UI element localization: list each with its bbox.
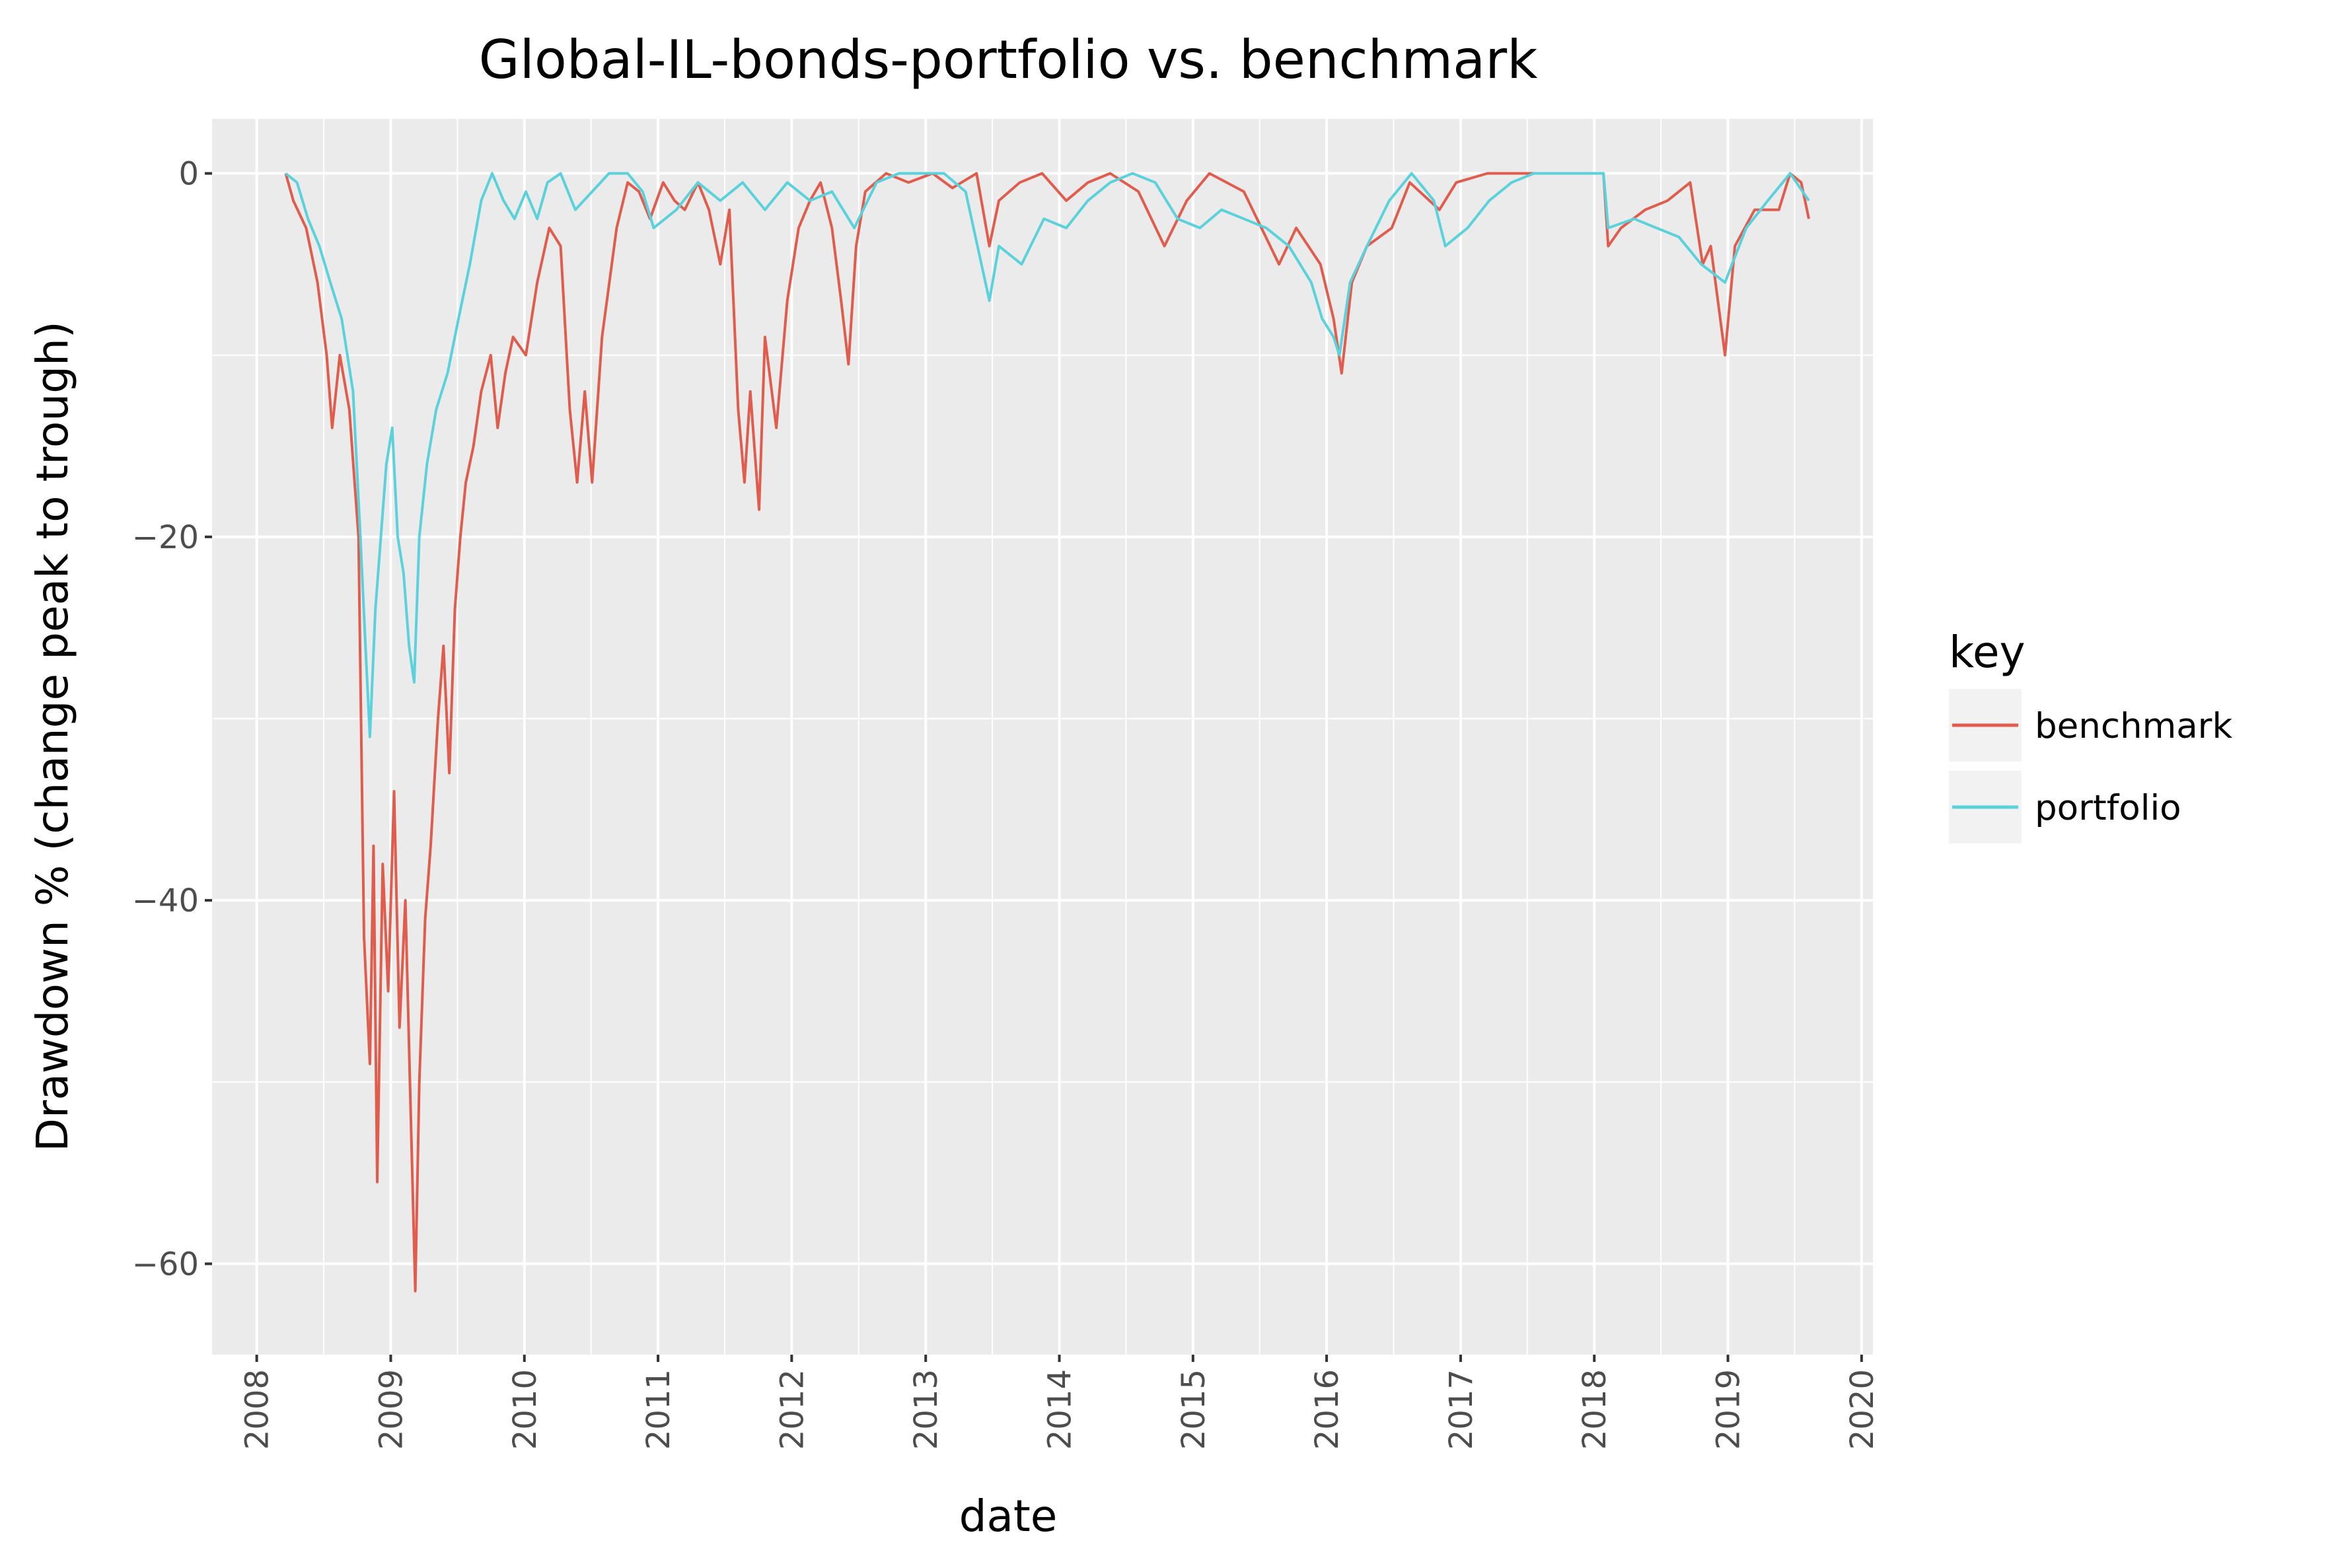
x-tick-label: 2008 [239,1369,276,1450]
x-axis-title: date [959,1491,1058,1542]
x-axis: 2008 2009 2010 2011 2012 2013 2014 2015 2016 2017… [239,1355,1881,1450]
y-tick-label: 0 [178,156,199,193]
x-tick-label: 2014 [1041,1369,1078,1450]
x-tick-label: 2011 [640,1369,677,1450]
x-tick-label: 2015 [1175,1369,1212,1450]
legend: key benchmark portfolio [1949,627,2232,843]
series-line-benchmark [284,172,1810,1293]
y-axis: 0 −20 −40 −60 [132,156,212,1283]
x-tick-label: 2009 [373,1369,410,1450]
legend-label-portfolio: portfolio [2035,788,2181,828]
x-tick-label: 2010 [507,1369,544,1450]
legend-label-benchmark: benchmark [2035,706,2232,746]
x-tick-label: 2017 [1443,1369,1480,1450]
y-axis-title: Drawdown % (change peak to trough) [27,321,78,1151]
chart-title: Global-IL-bonds-portfolio vs. benchmark [479,29,1538,90]
x-tick-label: 2019 [1710,1369,1747,1450]
x-tick-label: 2020 [1844,1369,1881,1450]
x-tick-label: 2016 [1309,1369,1346,1450]
series-line-portfolio [285,172,1810,738]
legend-title: key [1949,627,2026,678]
x-tick-label: 2013 [908,1369,945,1450]
plot-panel [212,119,1873,1355]
series-layer [284,172,1810,1293]
y-tick-label: −60 [132,1246,199,1283]
y-tick-label: −40 [132,882,199,919]
y-tick-label: −20 [132,519,199,556]
x-tick-label: 2012 [774,1369,811,1450]
x-tick-label: 2018 [1576,1369,1613,1450]
